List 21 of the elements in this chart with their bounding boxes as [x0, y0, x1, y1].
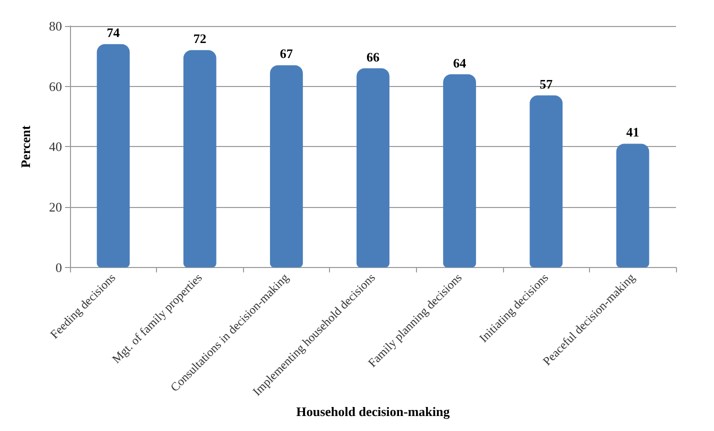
bar: [96, 44, 130, 268]
y-tick-label: 60: [49, 78, 62, 94]
bar: [356, 68, 390, 268]
data-label: 57: [540, 76, 554, 92]
data-label: 64: [453, 55, 467, 70]
y-tick-label: 80: [49, 18, 62, 34]
y-tick-label: 0: [56, 260, 62, 275]
data-label: 66: [366, 49, 380, 64]
bar: [530, 95, 563, 268]
data-label: 41: [626, 124, 640, 140]
bar: [616, 144, 650, 268]
data-label: 72: [193, 31, 206, 46]
data-label: 67: [280, 46, 294, 62]
bar: [183, 50, 216, 268]
x-axis-title: Household decision-making: [296, 404, 450, 419]
bar: [443, 74, 476, 268]
y-tick-label: 20: [49, 200, 62, 215]
y-tick-label: 40: [49, 139, 62, 154]
data-label: 74: [106, 25, 120, 40]
y-axis-title: Percent: [18, 124, 33, 168]
bar: [270, 65, 303, 268]
